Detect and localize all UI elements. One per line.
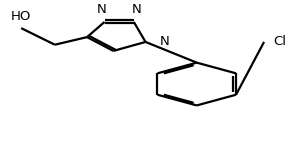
Text: Cl: Cl (273, 36, 286, 48)
Text: N: N (160, 36, 170, 48)
Text: N: N (132, 3, 142, 16)
Text: HO: HO (11, 10, 31, 23)
Text: N: N (97, 3, 106, 16)
